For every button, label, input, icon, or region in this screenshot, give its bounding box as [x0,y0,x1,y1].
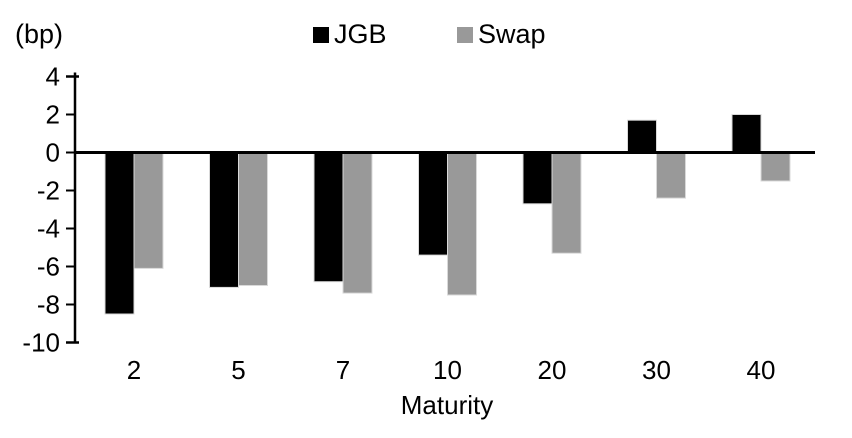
bar-jgb-20 [522,152,553,205]
x-tick-label: 20 [538,355,567,385]
y-tick-label: 0 [46,138,60,168]
y-tick-label: 4 [46,62,60,92]
x-tick-label: 7 [336,355,350,385]
x-tick-label: 10 [433,355,462,385]
bar-jgb-10 [418,152,448,256]
x-tick-label: 5 [231,355,245,385]
legend-label-jgb: JGB [334,19,387,49]
bar-swap-40 [760,152,791,182]
legend-swatch-jgb-icon [313,27,329,43]
y-tick-label: -2 [37,176,60,206]
bar-jgb-5 [209,152,239,288]
y-tick-label: -10 [22,328,60,358]
y-tick-label: 2 [46,100,60,130]
bar-swap-10 [447,152,477,296]
y-tick-label: -6 [37,252,60,282]
x-tick-label: 2 [127,355,141,385]
bar-swap-2 [133,152,164,269]
y-tick-label: -4 [37,214,60,244]
bar-swap-7 [342,152,373,294]
x-tick-label: 40 [747,355,776,385]
x-tick-label: 30 [642,355,671,385]
legend-swatch-swap-icon [457,27,473,43]
bar-jgb-2 [104,152,135,315]
bar-jgb-7 [313,152,344,283]
bar-jgb-30 [627,119,657,153]
bar-jgb-40 [731,114,762,153]
legend-label-swap: Swap [478,19,546,49]
x-axis-title: Maturity [401,390,493,420]
y-tick-label: -8 [37,290,60,320]
bar-swap-5 [238,152,268,286]
bar-swap-20 [551,152,582,254]
bar-swap-30 [656,152,686,199]
y-axis-unit-label: (bp) [15,19,63,49]
